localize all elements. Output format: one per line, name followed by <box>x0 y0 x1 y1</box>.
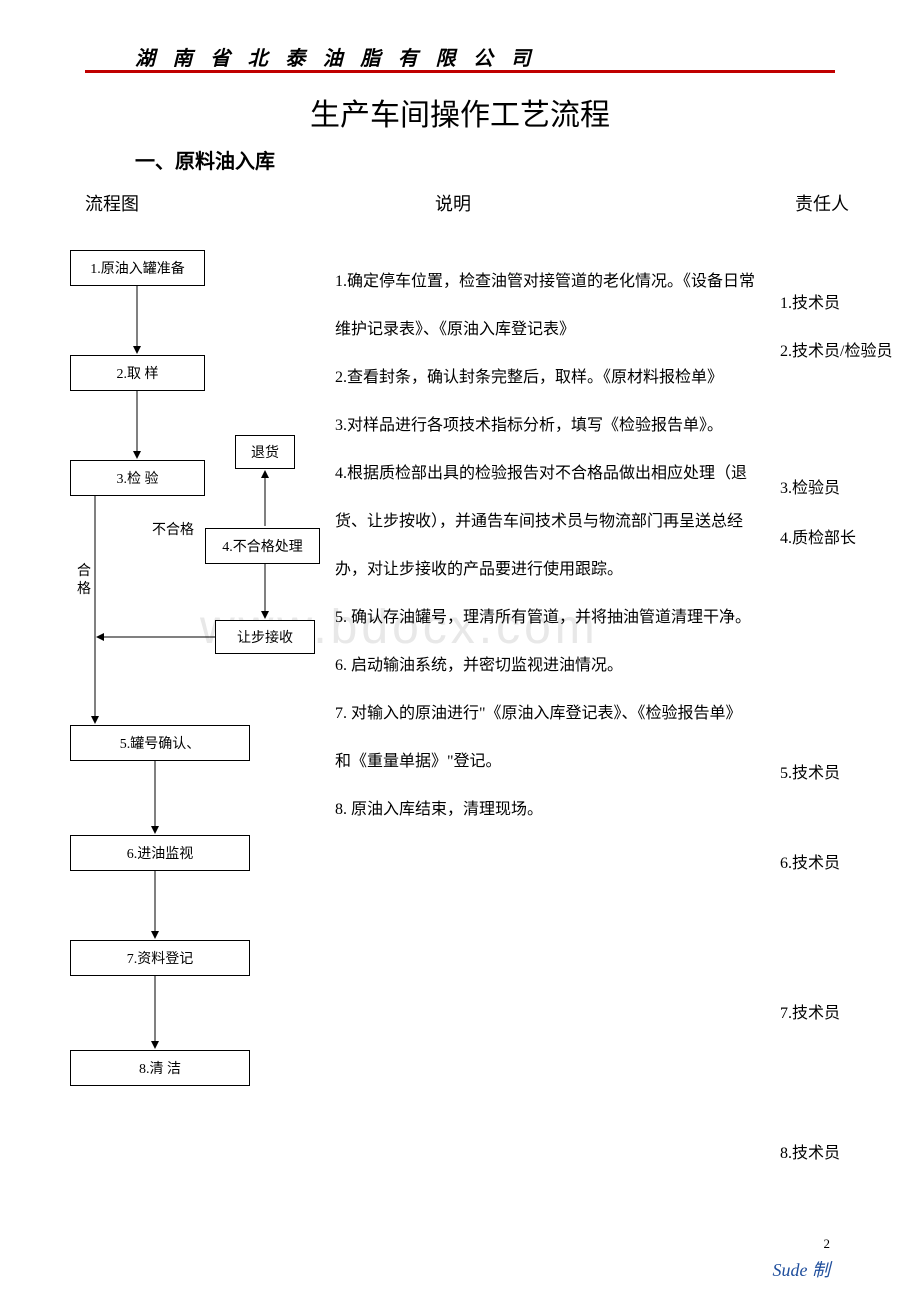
section-title: 一、原料油入库 <box>135 145 275 174</box>
flow-node-n1: 1.原油入罐准备 <box>70 250 205 286</box>
flow-node-n5: 5.罐号确认、 <box>70 725 250 761</box>
main-title: 生产车间操作工艺流程 <box>0 90 920 134</box>
resp-item-5: 5.技术员 <box>780 750 840 798</box>
desc-item-6: 6. 启动输油系统，并密切监视进油情况。 <box>335 642 755 690</box>
resp-item-8: 8.技术员 <box>780 1130 840 1178</box>
resp-item-4: 4.质检部长 <box>780 515 856 563</box>
company-header: 湖 南 省 北 泰 油 脂 有 限 公 司 <box>135 42 537 71</box>
col-head-flowchart: 流程图 <box>85 190 139 216</box>
desc-item-7: 7. 对输入的原油进行"《原油入库登记表》、《检验报告单》和《重量单据》"登记。 <box>335 690 755 786</box>
flow-node-n7: 7.资料登记 <box>70 940 250 976</box>
header-rule <box>85 70 835 73</box>
flow-node-n8: 8.清 洁 <box>70 1050 250 1086</box>
page-number: 2 <box>824 1236 831 1252</box>
flow-node-n2: 2.取 样 <box>70 355 205 391</box>
flow-node-accept: 让步接收 <box>215 620 315 654</box>
resp-item-6: 6.技术员 <box>780 840 840 888</box>
resp-item-2: 2.技术员/检验员 <box>780 328 892 376</box>
flow-node-n6: 6.进油监视 <box>70 835 250 871</box>
edge-label-2: 格 <box>77 578 91 598</box>
desc-item-5: 5. 确认存油罐号，理清所有管道，并将抽油管道清理干净。 <box>335 594 755 642</box>
flow-node-retreat: 退货 <box>235 435 295 469</box>
col-head-responsible: 责任人 <box>795 190 849 216</box>
edge-label-0: 不合格 <box>152 519 194 539</box>
flow-node-n4: 4.不合格处理 <box>205 528 320 564</box>
resp-item-3: 3.检验员 <box>780 465 840 513</box>
resp-item-1: 1.技术员 <box>780 280 840 328</box>
edge-label-1: 合 <box>77 560 91 580</box>
desc-item-1: 1.确定停车位置，检查油管对接管道的老化情况。《设备日常维护记录表》、《原油入库… <box>335 258 755 354</box>
description-column: 1.确定停车位置，检查油管对接管道的老化情况。《设备日常维护记录表》、《原油入库… <box>335 258 755 834</box>
desc-item-8: 8. 原油入库结束，清理现场。 <box>335 786 755 834</box>
flowchart: 1.原油入罐准备 2.取 样 3.检 验4.不合格处理退货让步接收 5.罐号确认、 6.… <box>55 240 335 1160</box>
flow-node-n3: 3.检 验 <box>70 460 205 496</box>
desc-item-3: 3.对样品进行各项技术指标分析，填写《检验报告单》。 <box>335 402 755 450</box>
col-head-description: 说明 <box>435 190 471 216</box>
resp-item-7: 7.技术员 <box>780 990 840 1038</box>
footer-credit: Sude 制 <box>773 1256 831 1282</box>
desc-item-4: 4.根据质检部出具的检验报告对不合格品做出相应处理（退货、让步按收），并通告车间… <box>335 450 755 594</box>
desc-item-2: 2.查看封条，确认封条完整后，取样。《原材料报检单》 <box>335 354 755 402</box>
